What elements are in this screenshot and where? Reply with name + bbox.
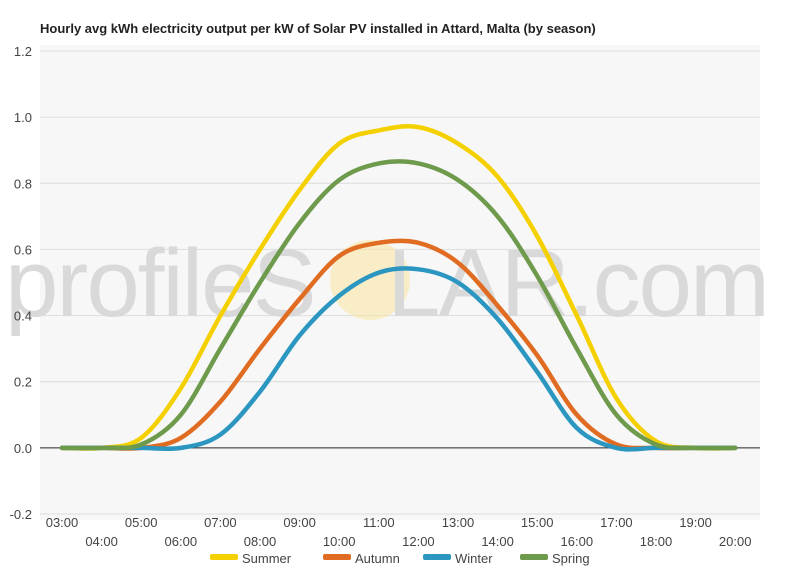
x-tick-label: 19:00 — [679, 515, 712, 530]
y-tick-label: 1.2 — [14, 44, 32, 59]
x-tick-label: 04:00 — [85, 534, 118, 549]
series-line-winter — [59, 266, 738, 452]
y-tick-label: 0.8 — [14, 176, 32, 191]
series-line-autumn — [59, 238, 738, 451]
x-tick-label: 11:00 — [363, 515, 395, 530]
legend-swatch-spring — [520, 554, 548, 560]
x-tick-label: 10:00 — [323, 534, 356, 549]
x-tick-label: 14:00 — [481, 534, 514, 549]
x-tick-label: 15:00 — [521, 515, 554, 530]
y-tick-label: 0.6 — [14, 242, 32, 257]
legend: Summer Autumn Winter Spring — [210, 551, 590, 566]
series-lines — [59, 124, 738, 452]
x-tick-label: 20:00 — [719, 534, 752, 549]
watermark-left: profileS — [5, 230, 315, 337]
x-tick-label: 09:00 — [283, 515, 316, 530]
y-axis: 1.2 1.0 0.8 0.6 0.4 0.2 0.0 -0.2 — [10, 44, 32, 522]
watermark-sun-icon — [330, 240, 410, 320]
x-tick-label: 05:00 — [125, 515, 158, 530]
legend-swatch-autumn — [323, 554, 351, 560]
y-tick-label: 1.0 — [14, 110, 32, 125]
x-tick-label: 17:00 — [600, 515, 633, 530]
legend-label-spring: Spring — [552, 551, 590, 566]
legend-label-summer: Summer — [242, 551, 292, 566]
y-tick-label: 0.2 — [14, 375, 32, 390]
legend-swatch-winter — [423, 554, 451, 560]
y-tick-label: -0.2 — [10, 507, 32, 522]
x-tick-label: 06:00 — [165, 534, 198, 549]
watermark-text: profileSOLAR.com — [5, 230, 768, 337]
chart-title: Hourly avg kWh electricity output per kW… — [40, 21, 596, 36]
series-line-summer — [59, 124, 738, 451]
x-tick-label: 16:00 — [561, 534, 594, 549]
y-tick-label: 0.4 — [14, 309, 32, 324]
x-tick-label: 08:00 — [244, 534, 277, 549]
watermark: profileSOLAR.com — [5, 230, 770, 337]
x-tick-label: 18:00 — [640, 534, 673, 549]
legend-label-autumn: Autumn — [355, 551, 400, 566]
x-tick-label: 13:00 — [442, 515, 475, 530]
legend-swatch-summer — [210, 554, 238, 560]
series-line-spring — [59, 159, 738, 451]
x-tick-label: 07:00 — [204, 515, 237, 530]
x-axis: 03:00 04:00 05:00 06:00 07:00 08:00 09:00 10:00… — [46, 515, 752, 549]
y-tick-label: 0.0 — [14, 441, 32, 456]
legend-label-winter: Winter — [455, 551, 493, 566]
x-tick-label: 03:00 — [46, 515, 79, 530]
x-tick-label: 12:00 — [402, 534, 435, 549]
